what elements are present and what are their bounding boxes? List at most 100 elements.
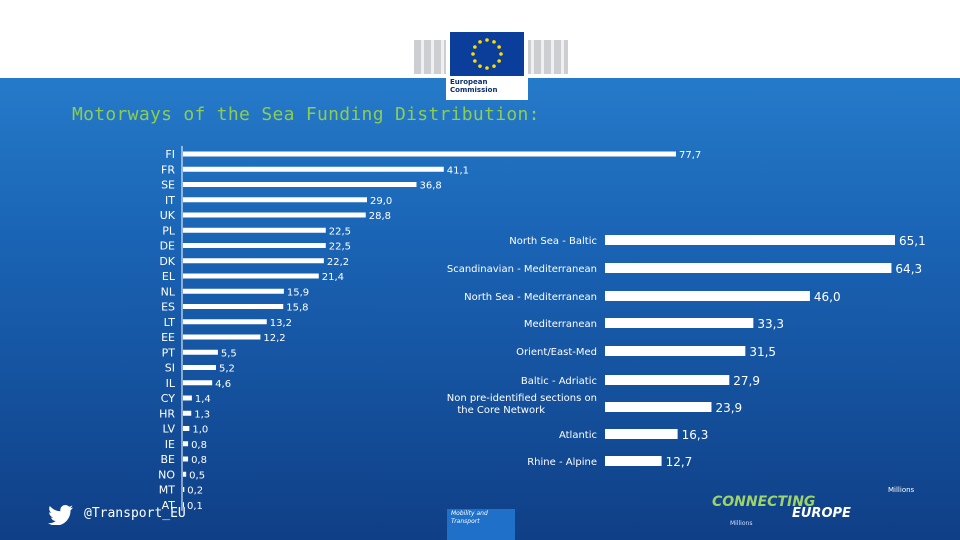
bar	[605, 456, 662, 466]
value-label: 5,2	[219, 364, 235, 375]
bar	[183, 319, 267, 325]
category-label: MT	[159, 484, 175, 497]
category-label: SI	[165, 362, 175, 375]
bar	[605, 375, 730, 385]
twitter-handle[interactable]: @Transport_EU	[84, 506, 186, 521]
bar	[183, 288, 284, 294]
units-label: Millions	[888, 486, 915, 494]
bar	[183, 365, 216, 370]
category-label: LT	[164, 316, 176, 329]
twitter-bird-icon[interactable]	[48, 505, 74, 525]
category-label: BE	[161, 453, 176, 466]
bar	[183, 273, 319, 279]
value-label: 0,8	[191, 440, 207, 451]
eu-star-icon	[492, 64, 496, 68]
value-label: 65,1	[899, 234, 926, 248]
bar	[183, 334, 261, 340]
bar	[183, 487, 185, 492]
value-label: 16,3	[682, 428, 709, 442]
value-label: 22,5	[329, 242, 351, 253]
value-label: 4,6	[215, 379, 231, 390]
bar	[183, 471, 187, 477]
connecting-europe-brand-line1: CONNECTING	[712, 494, 816, 510]
european-commission-logo: European Commission	[414, 28, 568, 100]
bar	[605, 429, 678, 439]
category-label: Rhine - Alpine	[527, 457, 597, 468]
category-label: ES	[161, 301, 175, 314]
category-label: Atlantic	[559, 430, 597, 441]
category-label: Orient/East-Med	[516, 347, 597, 358]
category-label: IE	[165, 438, 175, 451]
category-label: DK	[159, 255, 175, 268]
bar	[183, 227, 326, 233]
category-label: CY	[161, 392, 175, 405]
bar	[605, 318, 754, 328]
value-label: 12,7	[666, 455, 693, 469]
bar	[183, 243, 326, 248]
value-label: 31,5	[749, 345, 776, 359]
eu-star-icon	[478, 40, 482, 44]
value-label: 36,8	[419, 181, 441, 192]
value-label: 0,2	[187, 486, 203, 497]
category-label: EL	[162, 270, 176, 283]
bar	[605, 263, 892, 273]
category-label: UK	[160, 209, 176, 222]
category-label: DE	[160, 240, 175, 253]
category-label: Scandinavian - Mediterranean	[447, 264, 597, 275]
eu-flag-icon	[450, 32, 524, 76]
value-label: 22,5	[329, 226, 351, 237]
category-label: IT	[165, 194, 175, 207]
value-label: 21,4	[322, 272, 344, 283]
value-label: 29,0	[370, 196, 392, 207]
value-label: 23,9	[715, 401, 742, 415]
connecting-europe-brand-line2: EUROPE	[792, 506, 851, 521]
eu-star-icon	[485, 66, 489, 70]
bar	[605, 402, 712, 412]
value-label: 12,2	[263, 333, 285, 344]
value-label: 0,5	[189, 470, 205, 481]
category-label: North Sea - Mediterranean	[464, 292, 597, 303]
category-label: PT	[162, 346, 176, 359]
value-label: 46,0	[814, 290, 841, 304]
eu-star-icon	[478, 64, 482, 68]
bar	[605, 291, 810, 301]
dg-label: Mobility and Transport	[451, 510, 488, 525]
page-title: Motorways of the Sea Funding Distributio…	[72, 104, 540, 125]
eu-star-icon	[492, 40, 496, 44]
value-label: 27,9	[733, 374, 760, 388]
eu-star-icon	[499, 52, 503, 56]
bar	[183, 166, 444, 172]
value-label: 1,4	[195, 394, 211, 405]
category-label: Baltic - Adriatic	[521, 376, 597, 387]
eu-star-icon	[471, 52, 475, 56]
value-label: 13,2	[270, 318, 292, 329]
bar	[183, 410, 192, 416]
bar	[183, 395, 192, 401]
eu-star-icon	[473, 59, 477, 63]
category-label: PL	[162, 224, 176, 237]
value-label: 15,8	[286, 303, 308, 314]
bar	[183, 258, 324, 264]
bar	[183, 151, 676, 157]
value-label: 15,9	[287, 287, 309, 298]
eu-star-icon	[473, 45, 477, 49]
eu-star-icon	[497, 45, 501, 49]
eu-star-icon	[497, 59, 501, 63]
bar	[183, 197, 368, 203]
category-label: NO	[158, 468, 175, 481]
logo-text: European Commission	[450, 78, 498, 94]
category-label: LV	[163, 423, 176, 436]
category-label: HR	[159, 407, 175, 420]
bar	[183, 441, 189, 447]
category-label: North Sea - Baltic	[509, 236, 597, 247]
bar	[605, 235, 895, 245]
bar	[183, 212, 366, 218]
category-label: Non pre-identified sections on the Core N…	[447, 393, 597, 416]
value-label: 0,8	[191, 455, 207, 466]
category-label: FI	[165, 148, 175, 161]
value-label: 1,3	[194, 409, 210, 420]
value-label: 33,3	[757, 317, 784, 331]
bar	[183, 182, 417, 187]
